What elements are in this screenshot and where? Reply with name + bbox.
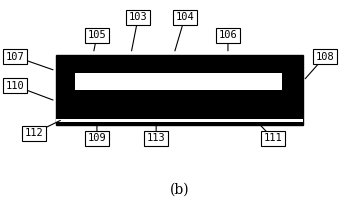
Text: 110: 110 <box>6 81 24 91</box>
Text: 111: 111 <box>264 133 282 143</box>
Text: 107: 107 <box>6 52 24 62</box>
Text: 112: 112 <box>25 128 43 138</box>
Bar <box>75 73 282 90</box>
Text: 105: 105 <box>88 30 106 40</box>
Text: 103: 103 <box>129 12 148 22</box>
Text: 113: 113 <box>147 133 165 143</box>
Text: 104: 104 <box>176 12 194 22</box>
Text: 109: 109 <box>88 133 106 143</box>
Bar <box>56 55 303 125</box>
Text: 108: 108 <box>316 52 334 62</box>
Text: (b): (b) <box>170 183 189 197</box>
Bar <box>56 119 303 122</box>
Text: 106: 106 <box>219 30 237 40</box>
